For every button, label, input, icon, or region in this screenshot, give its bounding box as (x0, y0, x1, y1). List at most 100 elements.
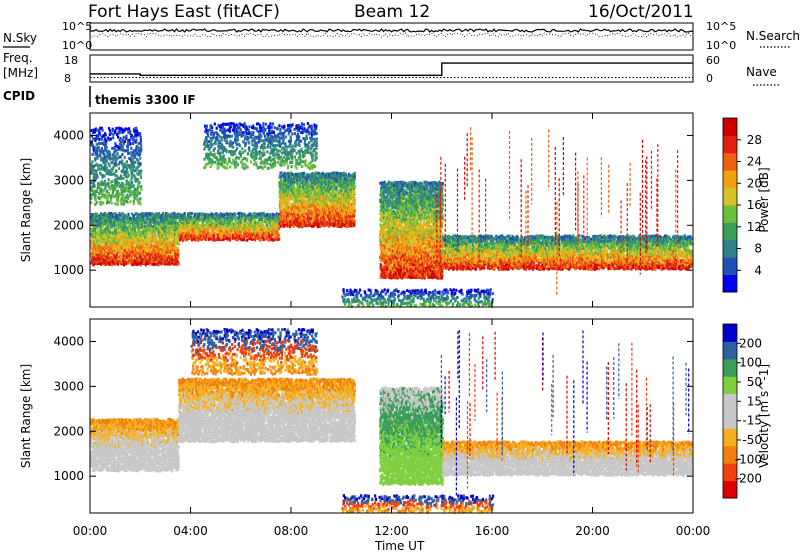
echo-cell (336, 217, 338, 220)
nsky-panel: N.Sky 10^5 10^0 10^5 10^0 N.Search (3, 20, 800, 52)
echo-cell (406, 191, 408, 194)
echo-cell (337, 183, 339, 186)
echo-cell (259, 232, 261, 235)
echo-cell (163, 215, 165, 218)
echo-cell (229, 239, 231, 242)
echo-cell (129, 224, 131, 227)
echo-cell (199, 218, 201, 221)
echo-cell (382, 206, 384, 209)
freq-series-line (90, 63, 693, 75)
echo-cell (142, 225, 144, 228)
echo-cell (103, 237, 105, 240)
echo-cell (297, 206, 299, 209)
echo-cell (309, 220, 311, 223)
echo-cell (205, 238, 207, 241)
echo-cell (281, 199, 283, 202)
echo-cell (353, 181, 355, 184)
echo-cell (354, 220, 356, 223)
echo-cell (283, 225, 285, 228)
echo-cell (326, 221, 328, 224)
echo-cell (136, 251, 138, 254)
echo-cell (111, 263, 113, 266)
echo-cell (134, 229, 136, 232)
echo-cell (225, 220, 227, 223)
echo-cell (117, 263, 119, 266)
echo-cell (171, 251, 173, 254)
echo-cell (389, 200, 391, 203)
echo-cell (121, 212, 123, 215)
echo-cell (243, 238, 245, 241)
echo-cell (166, 259, 168, 262)
echo-cell (340, 172, 342, 175)
echo-cell (183, 238, 185, 241)
echo-cell (177, 241, 179, 244)
nsearch-label: N.Search (746, 29, 800, 43)
echo-cell (308, 187, 310, 190)
nsky-series-line (90, 29, 693, 32)
echo-cell (232, 222, 234, 225)
nsky-right-tick-bottom: 10^0 (706, 39, 736, 52)
echo-cell (235, 227, 237, 230)
nave-right-tick-bottom: 0 (706, 72, 713, 85)
nsky-left-tick-top: 10^5 (62, 20, 92, 33)
echo-cell (167, 243, 169, 246)
echo-cell (278, 234, 280, 237)
echo-cell (396, 236, 398, 239)
nsearch-series-line (90, 33, 693, 37)
echo-cell (254, 225, 256, 228)
echo-cell (331, 185, 333, 188)
echo-cell (127, 213, 129, 216)
echo-cell (214, 239, 216, 242)
echo-cell (324, 203, 326, 206)
echo-cell (381, 182, 383, 185)
cpid-row: CPID themis 3300 IF (3, 86, 196, 107)
date-title: 16/Oct/2011 (588, 2, 694, 22)
echo-cell (402, 263, 404, 266)
freq-left-tick-bottom: 8 (64, 72, 71, 85)
echo-cell (96, 213, 98, 216)
nsky-label: N.Sky (3, 31, 37, 45)
echo-cell (263, 212, 265, 215)
freq-label: Freq. (3, 51, 33, 65)
echo-cell (131, 250, 133, 253)
echo-cell (295, 178, 297, 181)
echo-cell (276, 230, 278, 233)
beam-title: Beam 12 (354, 2, 430, 22)
nave-right-tick-top: 60 (706, 54, 720, 67)
echo-cell (315, 177, 317, 180)
echo-cell (172, 231, 174, 234)
echo-cell (392, 227, 394, 230)
echo-cell (249, 228, 251, 231)
echo-cell (401, 181, 403, 184)
nsky-right-tick-top: 10^5 (706, 20, 736, 33)
power-echo-cells (90, 122, 693, 308)
echo-cell (293, 180, 295, 183)
echo-cell (171, 261, 173, 264)
nave-label: Nave (746, 65, 777, 79)
echo-cell (303, 172, 305, 175)
echo-cell (226, 237, 228, 240)
echo-cell (394, 212, 396, 215)
echo-cell (116, 214, 118, 217)
freq-left-tick-top: 18 (64, 54, 78, 67)
echo-cell (354, 185, 356, 188)
echo-cell (186, 232, 188, 235)
echo-cell (390, 255, 392, 258)
echo-cell (155, 263, 157, 266)
echo-cell (109, 251, 111, 254)
echo-cell (280, 225, 282, 228)
echo-cell (156, 238, 158, 241)
echo-cell (324, 224, 326, 227)
echo-cell (136, 220, 138, 223)
cpid-program: themis 3300 IF (95, 93, 196, 107)
echo-cell (404, 276, 406, 279)
echo-cell (231, 218, 233, 221)
echo-cell (234, 214, 236, 217)
echo-cell (346, 220, 348, 223)
echo-cell (352, 173, 354, 176)
echo-cell (266, 224, 268, 227)
echo-cell (154, 231, 156, 234)
echo-cell (266, 213, 268, 216)
